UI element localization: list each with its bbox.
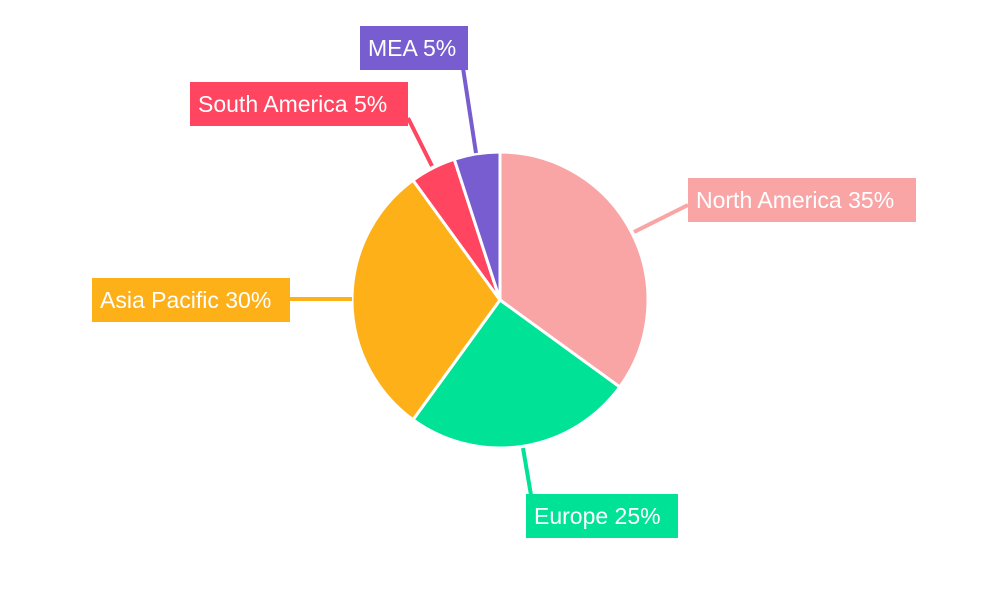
data-label: North America 35%: [688, 178, 916, 222]
pie-slice-north-america[interactable]: [498, 150, 650, 389]
leader-line: [633, 203, 689, 234]
data-label: Asia Pacific 30%: [92, 278, 290, 322]
leader-line: [521, 447, 533, 496]
data-label: MEA 5%: [360, 26, 468, 70]
leader-line: [406, 117, 434, 167]
data-label: South America 5%: [190, 82, 408, 126]
leader-line: [461, 67, 478, 154]
pie-slice-europe[interactable]: [411, 298, 622, 450]
pie-slice-mea[interactable]: [452, 150, 502, 302]
data-label: Europe 25%: [526, 494, 678, 538]
